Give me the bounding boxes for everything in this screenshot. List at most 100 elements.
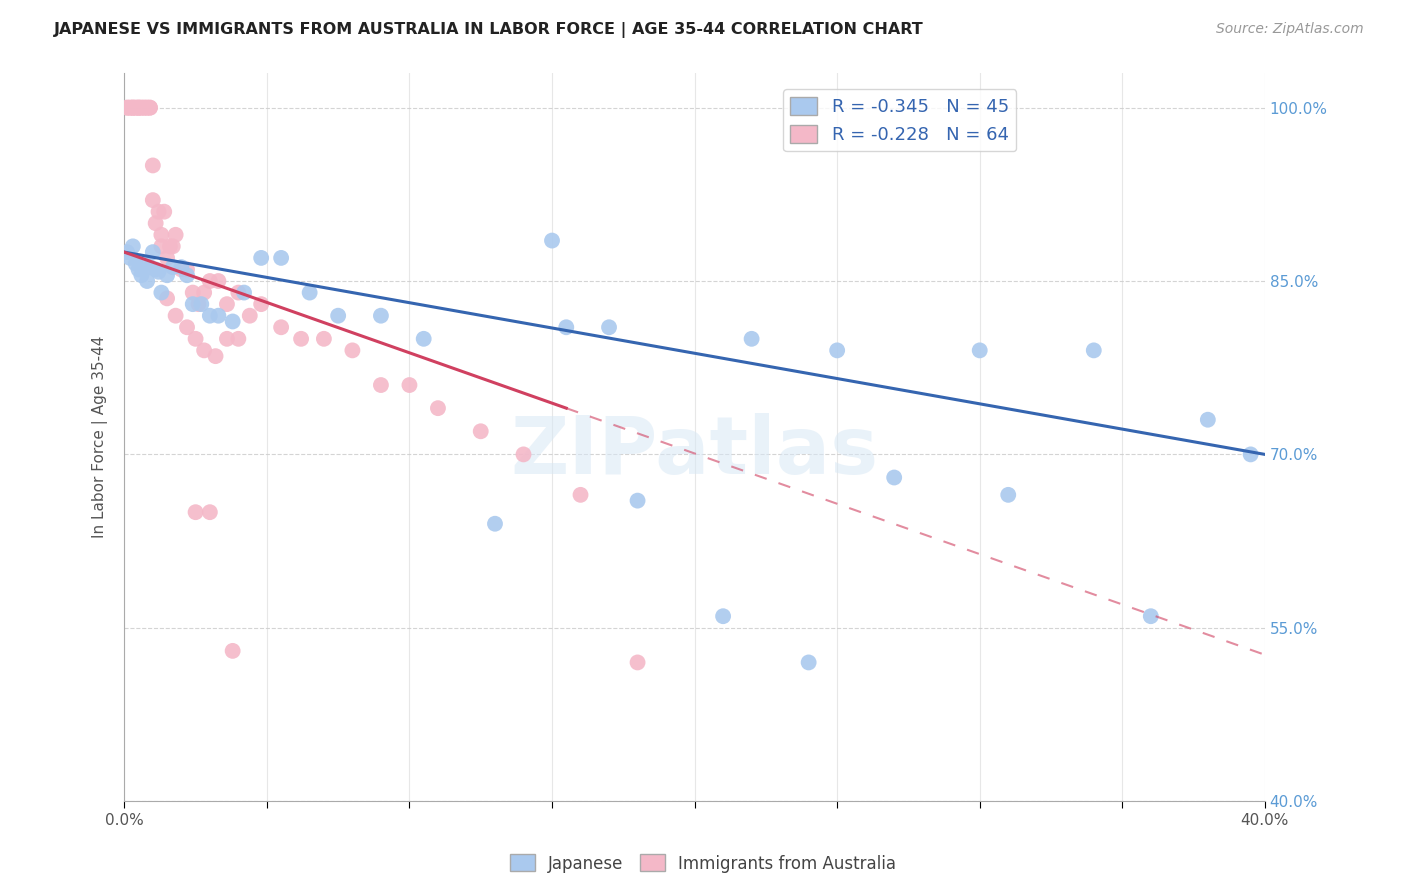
Point: [184, 332, 207, 346]
Point: [142, 245, 165, 260]
Point: [290, 332, 312, 346]
Point: [134, 257, 156, 271]
Point: [207, 274, 229, 288]
Point: [204, 349, 226, 363]
Point: [569, 488, 592, 502]
Point: [711, 609, 734, 624]
Point: [162, 239, 184, 253]
Point: [136, 101, 159, 115]
Point: [228, 332, 250, 346]
Point: [250, 251, 273, 265]
Point: [626, 493, 648, 508]
Point: [131, 101, 153, 115]
Point: [426, 401, 449, 416]
Point: [398, 378, 420, 392]
Point: [555, 320, 578, 334]
Point: [207, 309, 229, 323]
Point: [187, 297, 209, 311]
Point: [883, 470, 905, 484]
Point: [156, 291, 179, 305]
Point: [825, 343, 848, 358]
Point: [412, 332, 434, 346]
Point: [176, 268, 198, 283]
Point: [181, 297, 204, 311]
Point: [115, 101, 138, 115]
Point: [139, 101, 162, 115]
Legend: Japanese, Immigrants from Australia: Japanese, Immigrants from Australia: [503, 847, 903, 880]
Y-axis label: In Labor Force | Age 35-44: In Labor Force | Age 35-44: [93, 336, 108, 538]
Point: [512, 447, 534, 461]
Point: [145, 262, 167, 277]
Point: [156, 268, 179, 283]
Point: [128, 101, 150, 115]
Point: [176, 320, 198, 334]
Point: [156, 251, 179, 265]
Point: [198, 309, 221, 323]
Point: [134, 101, 156, 115]
Point: [190, 297, 212, 311]
Point: [131, 268, 153, 283]
Point: [139, 101, 162, 115]
Point: [342, 343, 364, 358]
Point: [136, 274, 159, 288]
Point: [484, 516, 506, 531]
Point: [997, 488, 1019, 502]
Point: [121, 101, 143, 115]
Point: [128, 101, 150, 115]
Point: [370, 309, 392, 323]
Point: [125, 101, 148, 115]
Point: [1197, 413, 1219, 427]
Point: [176, 262, 198, 277]
Point: [221, 314, 243, 328]
Point: [121, 101, 143, 115]
Point: [162, 260, 184, 275]
Point: [328, 309, 350, 323]
Point: [121, 101, 143, 115]
Point: [128, 262, 150, 277]
Point: [797, 656, 820, 670]
Point: [184, 505, 207, 519]
Point: [159, 239, 181, 253]
Point: [270, 251, 292, 265]
Point: [125, 101, 148, 115]
Point: [250, 297, 273, 311]
Point: [370, 378, 392, 392]
Point: [228, 285, 250, 300]
Point: [1239, 447, 1261, 461]
Point: [121, 239, 143, 253]
Point: [541, 234, 564, 248]
Point: [118, 101, 141, 115]
Point: [118, 101, 141, 115]
Point: [215, 332, 238, 346]
Point: [142, 193, 165, 207]
Point: [139, 260, 162, 275]
Point: [193, 285, 215, 300]
Text: ZIPatlas: ZIPatlas: [510, 413, 879, 491]
Text: JAPANESE VS IMMIGRANTS FROM AUSTRALIA IN LABOR FORCE | AGE 35-44 CORRELATION CHA: JAPANESE VS IMMIGRANTS FROM AUSTRALIA IN…: [53, 22, 924, 38]
Point: [170, 262, 193, 277]
Point: [134, 101, 156, 115]
Point: [298, 285, 321, 300]
Point: [181, 285, 204, 300]
Point: [1140, 609, 1163, 624]
Point: [193, 343, 215, 358]
Point: [233, 285, 256, 300]
Point: [270, 320, 292, 334]
Point: [598, 320, 620, 334]
Point: [148, 265, 170, 279]
Point: [148, 204, 170, 219]
Point: [150, 227, 173, 242]
Point: [118, 251, 141, 265]
Point: [131, 101, 153, 115]
Point: [153, 204, 176, 219]
Point: [165, 227, 187, 242]
Point: [969, 343, 991, 358]
Point: [115, 245, 138, 260]
Point: [198, 505, 221, 519]
Point: [221, 644, 243, 658]
Text: Source: ZipAtlas.com: Source: ZipAtlas.com: [1216, 22, 1364, 37]
Point: [312, 332, 335, 346]
Point: [142, 158, 165, 172]
Point: [115, 101, 138, 115]
Point: [215, 297, 238, 311]
